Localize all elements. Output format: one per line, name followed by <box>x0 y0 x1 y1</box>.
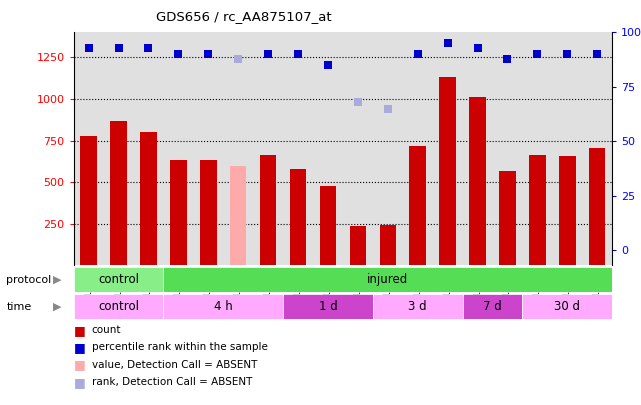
Text: injured: injured <box>367 273 408 286</box>
Text: 1 d: 1 d <box>319 300 337 313</box>
Bar <box>529 156 545 265</box>
Bar <box>410 146 426 265</box>
Text: ▶: ▶ <box>53 275 62 285</box>
Text: rank, Detection Call = ABSENT: rank, Detection Call = ABSENT <box>92 377 252 387</box>
Text: 30 d: 30 d <box>554 300 580 313</box>
Bar <box>290 169 306 265</box>
Bar <box>171 160 187 265</box>
Text: control: control <box>98 300 139 313</box>
Bar <box>379 225 396 265</box>
Bar <box>140 132 156 265</box>
Bar <box>260 155 276 265</box>
Text: ▶: ▶ <box>53 302 62 311</box>
Bar <box>200 160 217 265</box>
Bar <box>74 294 163 319</box>
Text: value, Detection Call = ABSENT: value, Detection Call = ABSENT <box>92 360 257 370</box>
Text: ■: ■ <box>74 324 85 337</box>
Text: count: count <box>92 325 121 335</box>
Text: ■: ■ <box>74 341 85 354</box>
Text: 7 d: 7 d <box>483 300 502 313</box>
Bar <box>74 267 163 292</box>
Text: control: control <box>98 273 139 286</box>
Bar <box>81 136 97 265</box>
Bar <box>350 226 366 265</box>
Bar <box>110 122 127 265</box>
Text: ■: ■ <box>74 358 85 371</box>
Bar <box>589 148 605 265</box>
Bar <box>163 267 612 292</box>
Bar <box>373 294 463 319</box>
Bar <box>163 294 283 319</box>
Bar <box>463 294 522 319</box>
Bar <box>230 166 246 265</box>
Bar <box>499 171 515 265</box>
Bar <box>320 186 336 265</box>
Bar <box>559 156 576 265</box>
Bar <box>469 97 486 265</box>
Text: 3 d: 3 d <box>408 300 427 313</box>
Text: ■: ■ <box>74 376 85 389</box>
Bar <box>439 77 456 265</box>
Bar <box>283 294 373 319</box>
Text: protocol: protocol <box>6 275 52 285</box>
Text: GDS656 / rc_AA875107_at: GDS656 / rc_AA875107_at <box>156 10 331 23</box>
Bar <box>522 294 612 319</box>
Text: time: time <box>6 302 31 311</box>
Text: 4 h: 4 h <box>214 300 233 313</box>
Text: percentile rank within the sample: percentile rank within the sample <box>92 343 267 352</box>
